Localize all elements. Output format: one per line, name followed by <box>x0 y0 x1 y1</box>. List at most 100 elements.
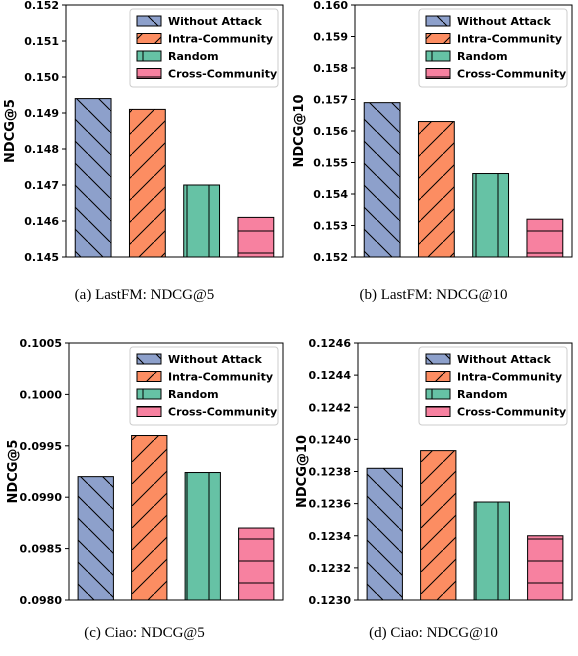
y-tick-label: 0.1000 <box>20 388 63 401</box>
y-axis-label: NDCG@5 <box>6 440 21 504</box>
y-axis-label: NDCG@5 <box>3 99 18 163</box>
y-tick-label: 0.1238 <box>309 466 351 479</box>
legend: Without Attack Intra-Community Random Cross… <box>418 8 568 88</box>
bar-intra-community <box>420 450 457 601</box>
y-tick-label: 0.1232 <box>309 562 351 575</box>
y-tick-label: 0.1236 <box>309 498 352 511</box>
legend-item: Without Attack <box>425 353 551 366</box>
legend-label: Random <box>168 388 219 401</box>
y-tick-label: 0.1246 <box>309 337 352 350</box>
chart-panel-lastfm-ndcg5: 0.145 0.146 0.147 0.148 0.149 0.150 0.151 0.152… <box>0 0 289 326</box>
legend-item: Intra-Community <box>136 371 273 384</box>
y-tick-label: 0.0990 <box>20 491 63 504</box>
legend-item: Without Attack <box>425 15 551 28</box>
legend: Without Attack Intra-Community Random Cross… <box>418 346 568 426</box>
legend-item: Intra-Community <box>425 33 562 46</box>
chart-caption: (d) Ciao: NDCG@10 <box>369 625 498 641</box>
bar-random <box>473 501 510 601</box>
plot-frame <box>357 342 573 601</box>
bar-chart: 0.152 0.153 0.154 0.155 0.156 0.157 0.158 0.159… <box>292 0 573 264</box>
y-tick-label: 0.148 <box>24 143 59 156</box>
y-tick-label: 0.147 <box>24 179 59 192</box>
legend-label: Cross-Community <box>168 406 277 419</box>
plot-frame <box>65 4 284 258</box>
legend-label: Intra-Community <box>457 33 562 46</box>
bar-random <box>183 184 221 258</box>
legend-item: Cross-Community <box>136 406 277 419</box>
y-tick-label: 0.1005 <box>20 337 62 350</box>
y-tick-label: 0.1240 <box>309 433 352 446</box>
y-tick-label: 0.156 <box>313 125 348 138</box>
y-tick-label: 0.0985 <box>20 543 62 556</box>
chart-caption: (b) LastFM: NDCG@10 <box>359 287 508 303</box>
legend-item: Cross-Community <box>425 406 566 419</box>
y-tick-label: 0.1234 <box>309 530 352 543</box>
legend-item: Random <box>425 388 508 401</box>
bar-without-attack <box>77 476 114 601</box>
legend-label: Intra-Community <box>168 371 273 384</box>
bar-cross-community <box>238 527 275 601</box>
chart-panel-lastfm-ndcg10: 0.152 0.153 0.154 0.155 0.156 0.157 0.158 0.159… <box>289 0 578 326</box>
bar-without-attack <box>74 98 112 258</box>
bar-random <box>472 173 510 258</box>
y-tick-label: 0.0995 <box>20 440 62 453</box>
chart-caption: (a) LastFM: NDCG@5 <box>74 287 215 303</box>
y-tick-label: 0.151 <box>24 35 59 48</box>
bar-chart: 0.145 0.146 0.147 0.148 0.149 0.150 0.151 0.152… <box>3 0 284 264</box>
legend-label: Cross-Community <box>457 68 566 81</box>
y-tick-label: 0.1230 <box>309 594 352 607</box>
legend-label: Without Attack <box>457 15 551 28</box>
legend-label: Cross-Community <box>168 68 277 81</box>
bar-without-attack <box>363 102 401 258</box>
y-tick-label: 0.155 <box>313 157 348 170</box>
chart-panel-ciao-ndcg5: 0.0980 0.0985 0.0990 0.0995 0.1000 0.1005 NDCG… <box>0 330 289 656</box>
chart-panel-ciao-ndcg10: 0.1230 0.1232 0.1234 0.1236 0.1238 0.1240 0.12… <box>289 330 578 656</box>
bar-random <box>184 472 221 601</box>
bar-chart: 0.1230 0.1232 0.1234 0.1236 0.1238 0.1240 0.12… <box>295 337 573 607</box>
bar-chart: 0.0980 0.0985 0.0990 0.0995 0.1000 0.1005 NDCG… <box>6 337 284 607</box>
legend-label: Random <box>168 50 219 63</box>
y-tick-label: 0.149 <box>24 107 59 120</box>
legend-label: Intra-Community <box>168 33 273 46</box>
y-tick-label: 0.153 <box>313 220 348 233</box>
bar-cross-community <box>527 535 564 601</box>
legend: Without Attack Intra-Community Random Cross… <box>129 8 279 88</box>
y-tick-label: 0.154 <box>313 188 348 201</box>
legend-label: Without Attack <box>168 353 262 366</box>
y-tick-label: 0.145 <box>24 251 59 264</box>
legend-item: Cross-Community <box>136 68 277 81</box>
plot-frame <box>68 342 284 601</box>
y-tick-label: 0.152 <box>313 251 348 264</box>
y-tick-label: 0.160 <box>313 0 348 12</box>
chart-caption: (c) Ciao: NDCG@5 <box>84 625 205 641</box>
legend-item: Random <box>136 50 219 63</box>
plot-frame <box>354 4 573 258</box>
legend-item: Without Attack <box>136 15 262 28</box>
y-tick-label: 0.159 <box>313 31 348 44</box>
y-tick-label: 0.158 <box>313 62 348 75</box>
y-tick-label: 0.0980 <box>20 594 63 607</box>
legend-label: Random <box>457 50 508 63</box>
legend-item: Random <box>136 388 219 401</box>
legend-item: Intra-Community <box>136 33 273 46</box>
bar-cross-community <box>237 216 275 258</box>
y-tick-label: 0.150 <box>24 71 59 84</box>
bar-cross-community <box>526 218 564 258</box>
legend-label: Random <box>457 388 508 401</box>
bar-intra-community <box>417 121 455 258</box>
legend: Without Attack Intra-Community Random Cross… <box>129 346 279 426</box>
y-tick-label: 0.152 <box>24 0 59 12</box>
y-tick-label: 0.157 <box>313 94 348 107</box>
legend-item: Intra-Community <box>425 371 562 384</box>
legend-label: Without Attack <box>457 353 551 366</box>
y-axis-label: NDCG@10 <box>292 95 307 168</box>
bar-intra-community <box>131 435 168 601</box>
legend-item: Without Attack <box>136 353 262 366</box>
legend-label: Without Attack <box>168 15 262 28</box>
legend-item: Random <box>425 50 508 63</box>
legend-label: Cross-Community <box>457 406 566 419</box>
y-tick-label: 0.146 <box>24 215 59 228</box>
bar-without-attack <box>366 467 403 601</box>
bar-intra-community <box>128 108 166 258</box>
y-tick-label: 0.1244 <box>309 369 352 382</box>
